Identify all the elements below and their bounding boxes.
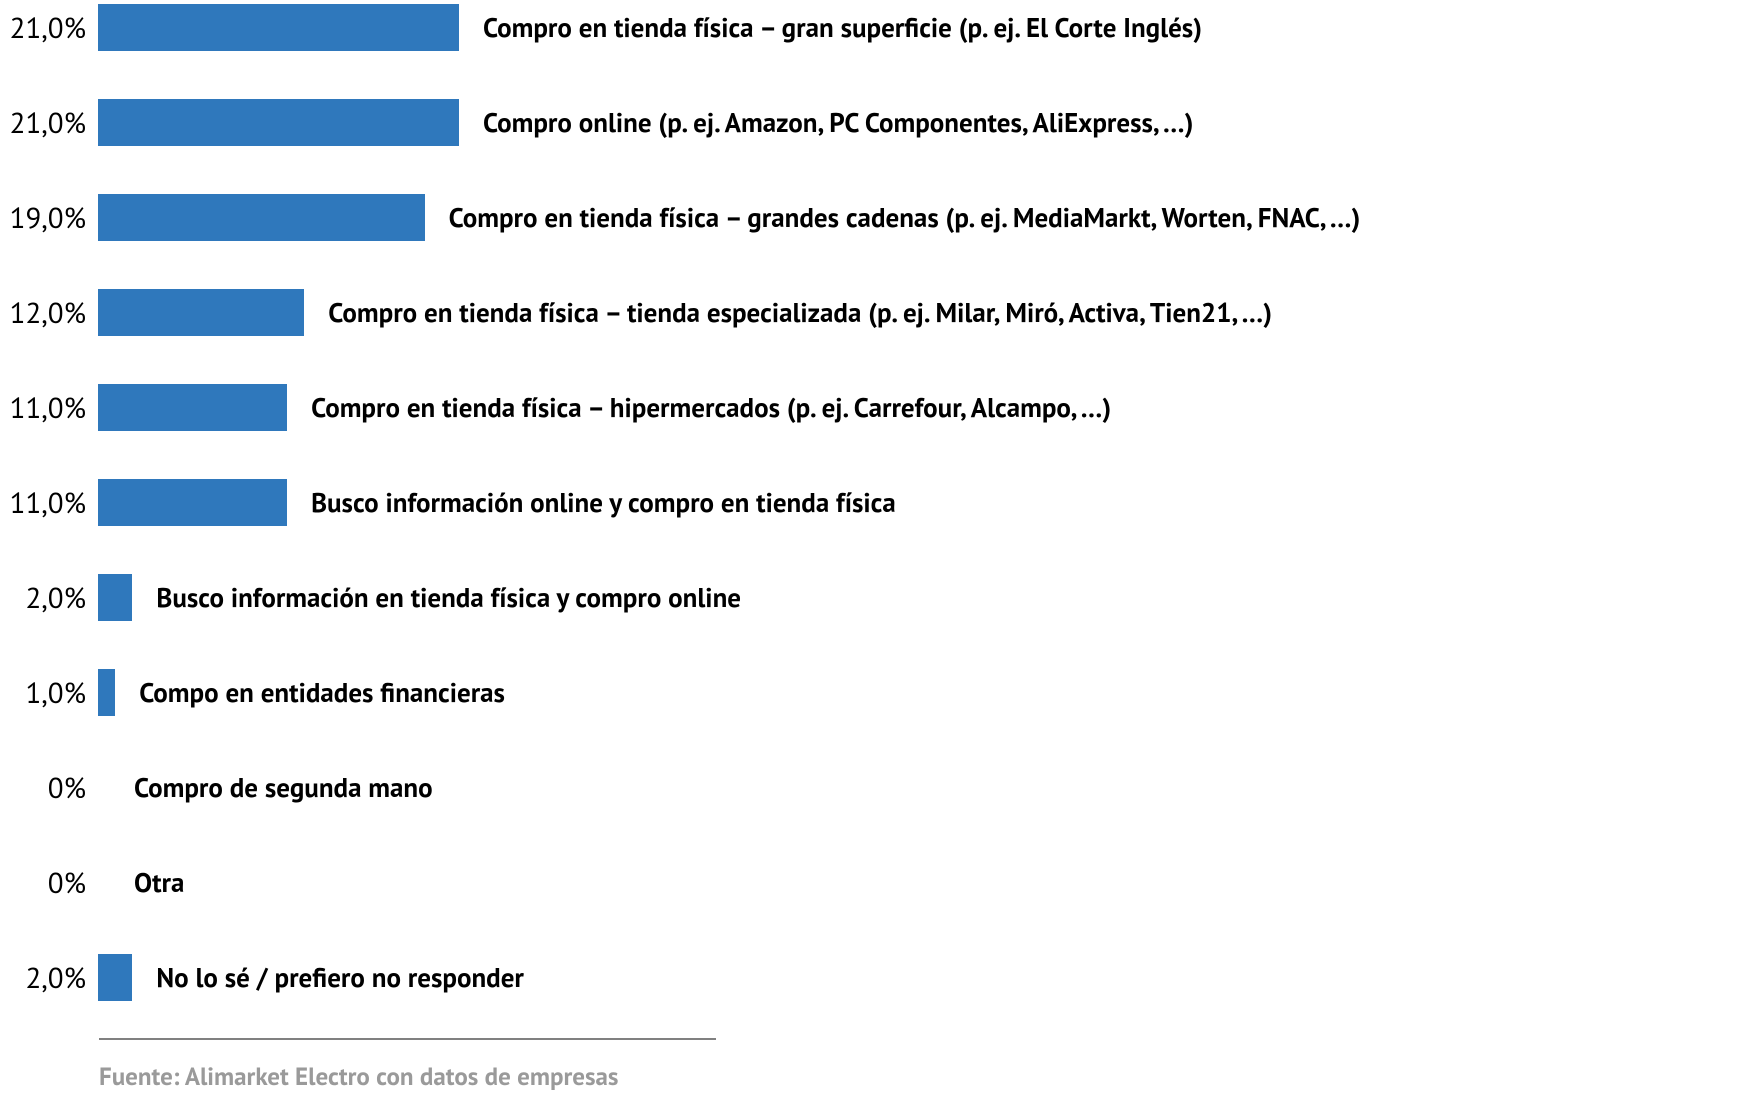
- bar-area: Otra: [98, 859, 184, 906]
- chart-row: 11,0% Compro en tienda física – hipermerc…: [0, 384, 1760, 431]
- percent-label: 2,0%: [0, 579, 92, 617]
- percent-label: 21,0%: [0, 9, 92, 47]
- chart-row: 12,0% Compro en tienda física – tienda es…: [0, 289, 1760, 336]
- bar-label: Compro en tienda física – grandes cadena…: [449, 201, 1361, 235]
- chart-row: 19,0% Compro en tienda física – grandes c…: [0, 194, 1760, 241]
- bar-label: No lo sé / prefiero no responder: [156, 961, 524, 995]
- percent-label: 2,0%: [0, 959, 92, 997]
- chart-row: 2,0% No lo sé / prefiero no responder: [0, 954, 1760, 1001]
- percent-label: 1,0%: [0, 674, 92, 712]
- percent-label: 0%: [0, 864, 92, 902]
- percent-label: 12,0%: [0, 294, 92, 332]
- source-text: Fuente: Alimarket Electro con datos de e…: [99, 1060, 618, 1092]
- bar-area: Compo en entidades financieras: [98, 669, 505, 716]
- bar: [98, 574, 132, 621]
- bar: [98, 99, 459, 146]
- bar-label: Otra: [134, 866, 184, 900]
- bar-label: Busco información online y compro en tie…: [311, 486, 896, 520]
- bar-area: Compro en tienda física – grandes cadena…: [98, 194, 1360, 241]
- bar-label: Compro en tienda física – tienda especia…: [328, 296, 1272, 330]
- source-separator: [99, 1038, 716, 1040]
- percent-label: 11,0%: [0, 484, 92, 522]
- bar-label: Busco información en tienda física y com…: [156, 581, 741, 615]
- bar-area: Compro online (p. ej. Amazon, PC Compone…: [98, 99, 1193, 146]
- bar-area: Busco información en tienda física y com…: [98, 574, 741, 621]
- bar: [98, 289, 304, 336]
- chart-row: 0% Otra: [0, 859, 1760, 906]
- bar-label: Compro en tienda física – gran superfici…: [483, 11, 1202, 45]
- chart-row: 21,0% Compro en tienda física – gran supe…: [0, 4, 1760, 51]
- chart-row: 2,0% Busco información en tienda física y…: [0, 574, 1760, 621]
- percent-label: 19,0%: [0, 199, 92, 237]
- percent-label: 21,0%: [0, 104, 92, 142]
- bar: [98, 479, 287, 526]
- horizontal-bar-chart: 21,0% Compro en tienda física – gran supe…: [0, 0, 1760, 1105]
- bar-area: Busco información online y compro en tie…: [98, 479, 896, 526]
- bar-label: Compro de segunda mano: [134, 771, 433, 805]
- percent-label: 11,0%: [0, 389, 92, 427]
- bar-area: No lo sé / prefiero no responder: [98, 954, 524, 1001]
- bar-area: Compro en tienda física – gran superfici…: [98, 4, 1202, 51]
- bar: [98, 384, 287, 431]
- bar-area: Compro de segunda mano: [98, 764, 433, 811]
- chart-row: 0% Compro de segunda mano: [0, 764, 1760, 811]
- percent-label: 0%: [0, 769, 92, 807]
- chart-row: 21,0% Compro online (p. ej. Amazon, PC Co…: [0, 99, 1760, 146]
- bar-label: Compo en entidades financieras: [139, 676, 505, 710]
- chart-row: 11,0% Busco información online y compro e…: [0, 479, 1760, 526]
- bar: [98, 4, 459, 51]
- bar-area: Compro en tienda física – hipermercados …: [98, 384, 1111, 431]
- bar-label: Compro en tienda física – hipermercados …: [311, 391, 1111, 425]
- bar: [98, 194, 425, 241]
- bar: [98, 954, 132, 1001]
- bar: [98, 669, 115, 716]
- bar-area: Compro en tienda física – tienda especia…: [98, 289, 1272, 336]
- chart-row: 1,0% Compo en entidades financieras: [0, 669, 1760, 716]
- bar-label: Compro online (p. ej. Amazon, PC Compone…: [483, 106, 1193, 140]
